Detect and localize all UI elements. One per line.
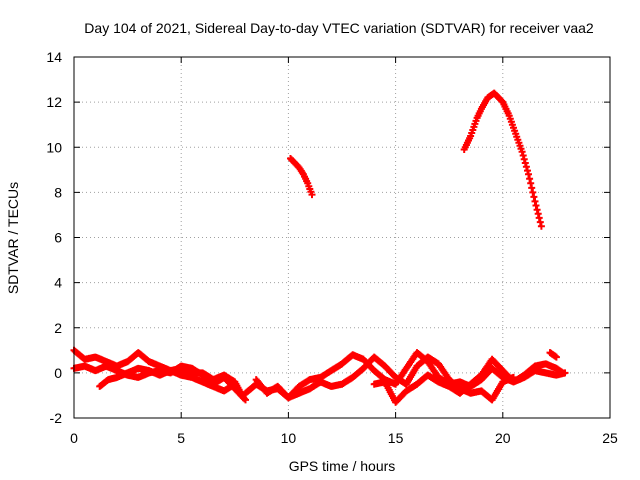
- x-tick-label: 5: [177, 430, 185, 446]
- y-tick-label: 4: [54, 275, 62, 291]
- data-points: [70, 89, 569, 406]
- point-markers: [370, 355, 567, 406]
- point-markers: [460, 89, 545, 230]
- point-markers: [546, 349, 560, 361]
- series-track-c: [96, 364, 239, 395]
- y-tick-label: 8: [54, 184, 62, 200]
- y-tick-label: 0: [54, 365, 62, 381]
- series-arc-2: [460, 89, 545, 230]
- series-track-b: [70, 362, 249, 404]
- point-markers: [252, 353, 517, 404]
- x-tick-label: 20: [495, 430, 511, 446]
- y-tick-label: 6: [54, 230, 62, 246]
- y-tick-label: 2: [54, 320, 62, 336]
- x-tick-label: 0: [70, 430, 78, 446]
- series-track-g: [546, 349, 560, 361]
- x-tick-labels: 0 5 10 15 20 25: [70, 430, 618, 446]
- y-tick-label: -2: [50, 410, 63, 426]
- point-markers: [70, 362, 249, 404]
- point-markers: [96, 364, 239, 395]
- x-axis-label: GPS time / hours: [289, 458, 396, 474]
- y-tick-labels: -2 0 2 4 6 8 10 12 14: [46, 49, 62, 426]
- x-tick-label: 10: [281, 430, 297, 446]
- series-track-e: [252, 353, 517, 404]
- y-axis-label: SDTVAR / TECUs: [5, 182, 21, 294]
- y-tick-label: 10: [46, 139, 62, 155]
- point-markers: [287, 155, 316, 199]
- x-tick-label: 15: [388, 430, 404, 446]
- chart-title: Day 104 of 2021, Sidereal Day-to-day VTE…: [84, 20, 594, 36]
- series-arc-1: [287, 155, 316, 199]
- plot-frame: [73, 56, 611, 419]
- grid: [74, 57, 610, 418]
- x-tick-label: 25: [602, 430, 618, 446]
- series-track-f: [370, 355, 567, 406]
- y-tick-label: 14: [46, 49, 62, 65]
- y-tick-label: 12: [46, 94, 62, 110]
